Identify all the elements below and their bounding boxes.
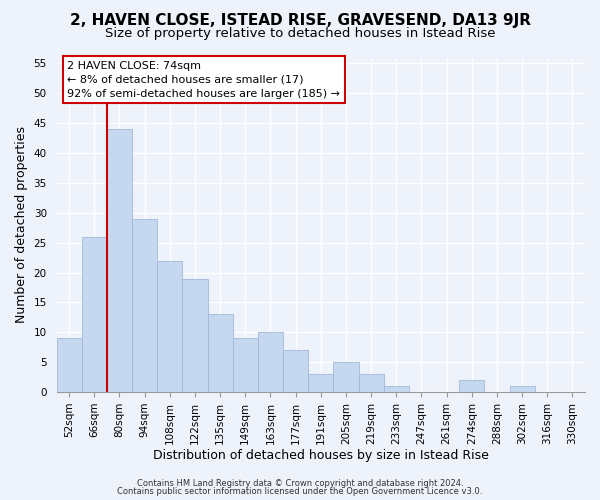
Text: 2 HAVEN CLOSE: 74sqm
← 8% of detached houses are smaller (17)
92% of semi-detach: 2 HAVEN CLOSE: 74sqm ← 8% of detached ho…	[67, 61, 340, 99]
Bar	[283, 350, 308, 392]
Bar	[359, 374, 383, 392]
Bar	[56, 338, 82, 392]
Bar	[157, 260, 182, 392]
Bar	[258, 332, 283, 392]
Text: Contains public sector information licensed under the Open Government Licence v3: Contains public sector information licen…	[118, 487, 482, 496]
Bar	[182, 278, 208, 392]
Bar	[233, 338, 258, 392]
Bar	[509, 386, 535, 392]
Bar	[82, 236, 107, 392]
Bar	[334, 362, 359, 392]
Y-axis label: Number of detached properties: Number of detached properties	[15, 126, 28, 324]
Bar	[132, 219, 157, 392]
Text: Contains HM Land Registry data © Crown copyright and database right 2024.: Contains HM Land Registry data © Crown c…	[137, 478, 463, 488]
Text: Size of property relative to detached houses in Istead Rise: Size of property relative to detached ho…	[105, 28, 495, 40]
X-axis label: Distribution of detached houses by size in Istead Rise: Distribution of detached houses by size …	[153, 450, 489, 462]
Text: 2, HAVEN CLOSE, ISTEAD RISE, GRAVESEND, DA13 9JR: 2, HAVEN CLOSE, ISTEAD RISE, GRAVESEND, …	[70, 12, 530, 28]
Bar	[459, 380, 484, 392]
Bar	[107, 129, 132, 392]
Bar	[208, 314, 233, 392]
Bar	[383, 386, 409, 392]
Bar	[308, 374, 334, 392]
